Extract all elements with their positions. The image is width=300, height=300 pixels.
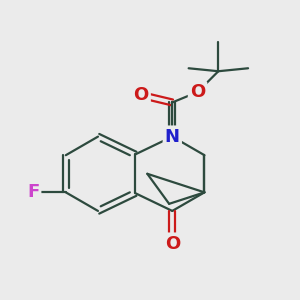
Text: O: O xyxy=(134,86,149,104)
Text: O: O xyxy=(165,235,180,253)
Text: O: O xyxy=(190,83,205,101)
Text: F: F xyxy=(27,183,39,201)
Text: N: N xyxy=(165,128,180,146)
